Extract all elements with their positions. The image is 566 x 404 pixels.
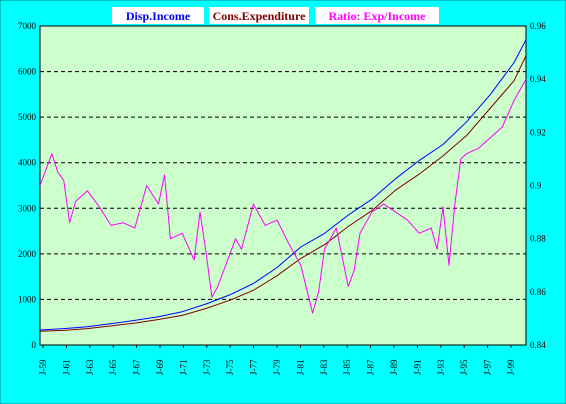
legend-item-disp-income-box <box>112 7 204 24</box>
legend-item-ratio: Ratio: Exp/Income <box>329 9 427 23</box>
y-right-tick-label: 0.9 <box>530 181 542 191</box>
y-right-tick-label: 0.88 <box>530 234 546 244</box>
y-left-tick-label: 4000 <box>18 158 37 168</box>
x-tick-label: J-89 <box>389 359 399 375</box>
y-right-tick-label: 0.96 <box>530 21 546 31</box>
y-left-tick-label: 7000 <box>18 21 37 31</box>
series-layer <box>39 39 527 332</box>
x-tick-label: J-87 <box>366 359 376 375</box>
x-tick-label: J-77 <box>249 359 259 375</box>
y-left-tick-label: 0 <box>32 340 37 350</box>
x-tick-label: J-59 <box>38 359 48 375</box>
x-tick-label: J-69 <box>155 359 165 375</box>
y-left-tick-label: 3000 <box>18 203 37 213</box>
legend: Disp.Income Cons.Expenditure Ratio: Exp/In… <box>112 7 439 24</box>
y-left-tick-label: 5000 <box>18 112 37 122</box>
y-right-tick-label: 0.94 <box>530 74 546 84</box>
y-right-tick-label: 0.84 <box>530 340 546 350</box>
ratio-line <box>39 78 527 314</box>
x-tick-label: J-95 <box>459 359 469 375</box>
left-axis: 0 1000 2000 3000 4000 5000 6000 7000 <box>18 21 37 350</box>
y-left-tick-label: 2000 <box>18 249 37 259</box>
x-tick-label: J-67 <box>132 359 142 375</box>
legend-item-cons-expenditure: Cons.Expenditure <box>213 9 306 23</box>
x-tick-label: J-99 <box>506 359 516 375</box>
x-tick-label: J-61 <box>61 360 71 376</box>
x-tick-label: J-63 <box>85 359 95 375</box>
x-tick-label: J-65 <box>108 359 118 375</box>
x-tick-label: J-93 <box>436 359 446 375</box>
legend-item-cons-expenditure-box <box>209 7 309 24</box>
legend-item-disp-income: Disp.Income <box>126 9 191 23</box>
y-right-tick-label: 0.86 <box>530 287 546 297</box>
x-tick-label: J-71 <box>178 360 188 376</box>
cons-expenditure-line <box>39 55 527 332</box>
plot-area <box>39 25 527 346</box>
y-left-tick-label: 6000 <box>18 67 37 77</box>
right-axis: 0.84 0.86 0.88 0.9 0.92 0.94 0.96 <box>530 21 546 350</box>
x-tick-label: J-81 <box>295 360 305 376</box>
x-tick-label: J-85 <box>342 359 352 375</box>
x-tick-label: J-83 <box>319 359 329 375</box>
x-tick-label: J-97 <box>483 359 493 375</box>
x-axis: J-59 J-61 J-63 J-65 J-67 J-69 J-71 J-73 J-75 J-77… <box>38 345 516 375</box>
x-tick-label: J-91 <box>412 360 422 376</box>
disp-income-line <box>39 39 527 331</box>
y-right-tick-label: 0.92 <box>530 127 546 137</box>
x-tick-label: J-73 <box>202 359 212 375</box>
y-left-tick-label: 1000 <box>18 294 37 304</box>
x-tick-label: J-75 <box>225 359 235 375</box>
x-tick-label: J-79 <box>272 359 282 375</box>
legend-item-ratio-box <box>315 7 439 24</box>
